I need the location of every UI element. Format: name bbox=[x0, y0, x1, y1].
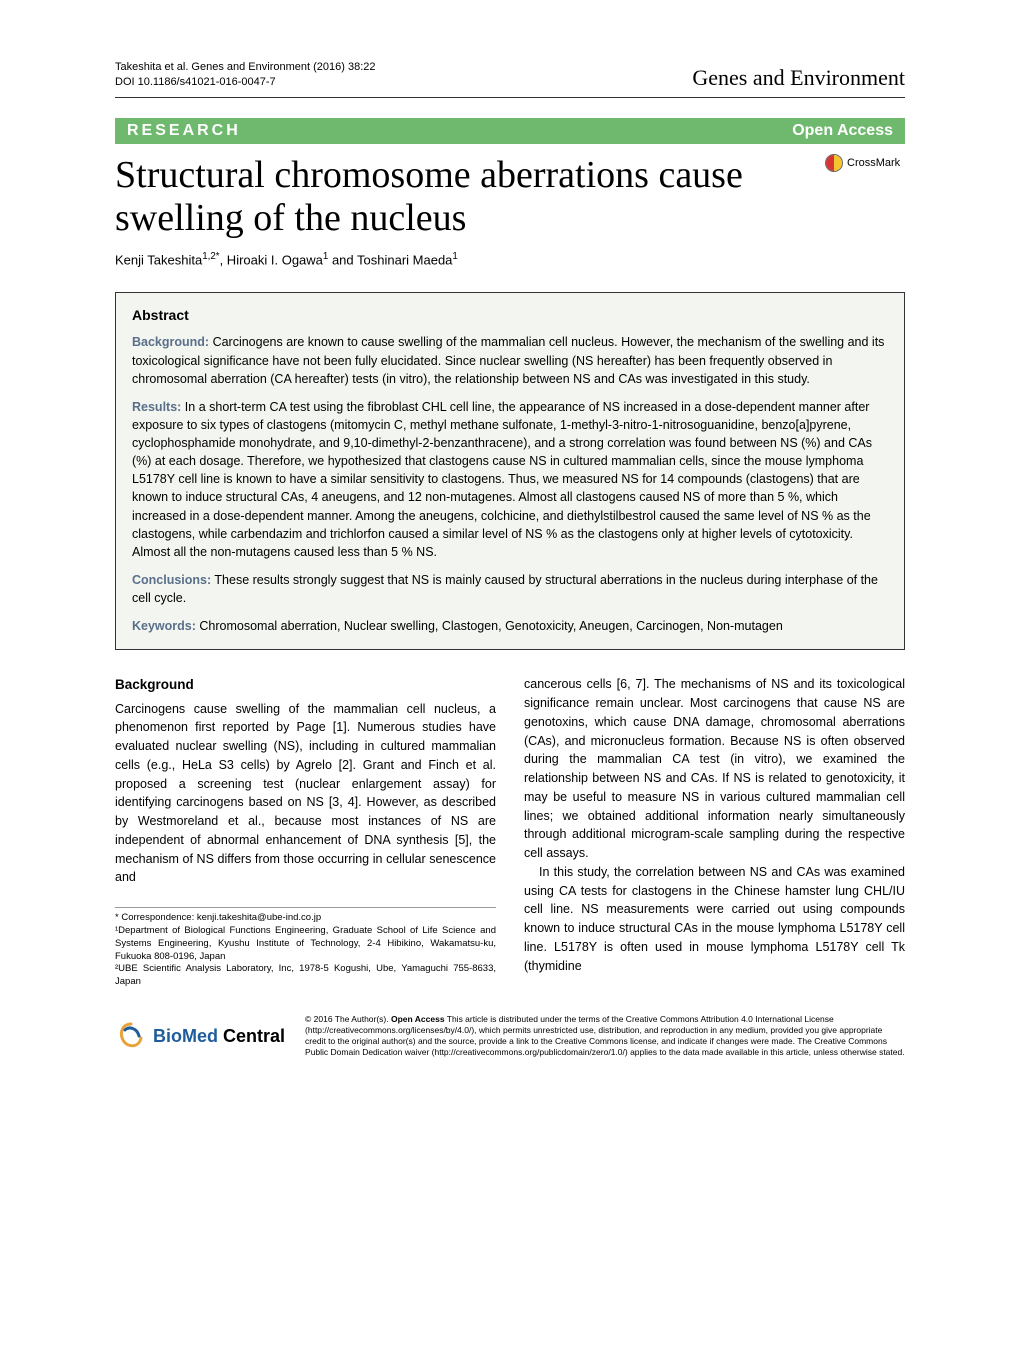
biomed-central-logo: BioMed Central bbox=[115, 1020, 285, 1052]
column-left: Background Carcinogens cause swelling of… bbox=[115, 675, 496, 989]
affiliation-1: ¹Department of Biological Functions Engi… bbox=[115, 925, 496, 963]
affiliation-2: ²UBE Scientific Analysis Laboratory, Inc… bbox=[115, 963, 496, 989]
article-title: Structural chromosome aberrations cause … bbox=[115, 154, 825, 241]
body-paragraph-1: Carcinogens cause swelling of the mammal… bbox=[115, 700, 496, 888]
header-citation: Takeshita et al. Genes and Environment (… bbox=[115, 60, 376, 91]
crossmark-badge[interactable]: CrossMark bbox=[825, 154, 905, 172]
abstract-keywords-label: Keywords: bbox=[132, 619, 196, 633]
abstract-results: Results: In a short-term CA test using t… bbox=[132, 398, 888, 561]
citation-line-2: DOI 10.1186/s41021-016-0047-7 bbox=[115, 75, 376, 90]
footer-row: BioMed Central © 2016 The Author(s). Ope… bbox=[115, 1014, 905, 1058]
crossmark-text: CrossMark bbox=[847, 157, 900, 169]
abstract-background-text: Carcinogens are known to cause swelling … bbox=[132, 335, 884, 385]
license-text: © 2016 The Author(s). Open Access This a… bbox=[305, 1014, 905, 1058]
bmc-central: Central bbox=[218, 1026, 285, 1046]
authors: Kenji Takeshita1,2*, Hiroaki I. Ogawa1 a… bbox=[115, 251, 905, 267]
abstract-box: Abstract Background: Carcinogens are kno… bbox=[115, 292, 905, 650]
correspondence: * Correspondence: kenji.takeshita@ube-in… bbox=[115, 912, 496, 925]
page: Takeshita et al. Genes and Environment (… bbox=[0, 0, 1020, 1098]
abstract-background-label: Background: bbox=[132, 335, 209, 349]
research-label: RESEARCH bbox=[127, 122, 241, 140]
column-right: cancerous cells [6, 7]. The mechanisms o… bbox=[524, 675, 905, 989]
body-paragraph-2: cancerous cells [6, 7]. The mechanisms o… bbox=[524, 675, 905, 863]
abstract-keywords: Keywords: Chromosomal aberration, Nuclea… bbox=[132, 617, 888, 635]
abstract-conclusions-label: Conclusions: bbox=[132, 573, 211, 587]
header-row: Takeshita et al. Genes and Environment (… bbox=[115, 60, 905, 98]
body-columns: Background Carcinogens cause swelling of… bbox=[115, 675, 905, 989]
title-row: Structural chromosome aberrations cause … bbox=[115, 154, 905, 251]
abstract-heading: Abstract bbox=[132, 307, 888, 323]
background-section-heading: Background bbox=[115, 675, 496, 695]
crossmark-icon bbox=[825, 154, 843, 172]
open-access-label: Open Access bbox=[792, 122, 893, 140]
abstract-conclusions-text: These results strongly suggest that NS i… bbox=[132, 573, 878, 605]
abstract-conclusions: Conclusions: These results strongly sugg… bbox=[132, 571, 888, 607]
abstract-results-text: In a short-term CA test using the fibrob… bbox=[132, 400, 872, 559]
body-paragraph-3: In this study, the correlation between N… bbox=[524, 863, 905, 976]
bmc-text: BioMed Central bbox=[153, 1026, 285, 1047]
abstract-results-label: Results: bbox=[132, 400, 181, 414]
bmc-bio: BioMed bbox=[153, 1026, 218, 1046]
research-bar: RESEARCH Open Access bbox=[115, 118, 905, 144]
citation-line-1: Takeshita et al. Genes and Environment (… bbox=[115, 60, 376, 75]
abstract-keywords-text: Chromosomal aberration, Nuclear swelling… bbox=[196, 619, 783, 633]
bmc-swirl-icon bbox=[115, 1020, 147, 1052]
footnotes: * Correspondence: kenji.takeshita@ube-in… bbox=[115, 907, 496, 989]
abstract-background: Background: Carcinogens are known to cau… bbox=[132, 333, 888, 387]
journal-name: Genes and Environment bbox=[692, 65, 905, 91]
